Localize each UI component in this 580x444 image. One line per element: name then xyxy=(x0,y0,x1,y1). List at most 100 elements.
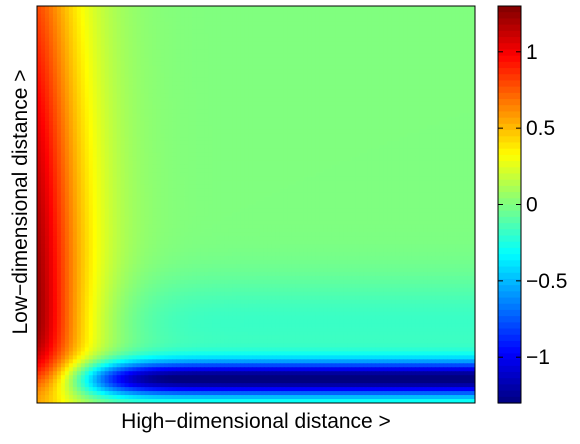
heatmap-cell xyxy=(236,33,241,39)
heatmap-cell xyxy=(471,37,475,43)
heatmap-cell xyxy=(244,69,249,75)
heatmap-cell xyxy=(347,117,353,122)
heatmap-cell xyxy=(287,17,293,23)
heatmap-cell xyxy=(391,57,396,63)
heatmap-cell xyxy=(216,180,221,186)
heatmap-cell xyxy=(271,57,277,63)
heatmap-cell xyxy=(116,17,122,23)
heatmap-cell xyxy=(56,148,62,154)
heatmap-cell xyxy=(447,101,452,106)
heatmap-cell xyxy=(152,133,158,138)
heatmap-cell xyxy=(236,9,241,15)
heatmap-cell xyxy=(287,6,293,11)
heatmap-cell xyxy=(351,53,357,59)
heatmap-cell xyxy=(447,9,452,15)
heatmap-cell xyxy=(64,21,70,27)
heatmap-cell xyxy=(188,93,193,98)
heatmap-cell xyxy=(180,125,185,130)
heatmap-cell xyxy=(152,160,158,166)
heatmap-cell xyxy=(200,117,205,122)
heatmap-cell xyxy=(387,13,392,19)
heatmap-cell xyxy=(399,180,404,186)
heatmap-cell xyxy=(319,33,325,39)
heatmap-cell xyxy=(303,117,309,122)
heatmap-cell xyxy=(128,129,134,134)
heatmap-cell xyxy=(40,41,46,47)
heatmap-cell xyxy=(339,21,345,27)
heatmap-cell xyxy=(228,148,233,154)
heatmap-cell xyxy=(88,101,94,106)
heatmap-cell xyxy=(136,180,142,186)
heatmap-cell xyxy=(271,21,277,27)
heatmap-cell xyxy=(120,180,126,186)
heatmap-cell xyxy=(192,152,197,158)
heatmap-cell xyxy=(100,97,106,102)
heatmap-cell xyxy=(363,97,369,102)
heatmap-cell xyxy=(172,45,177,51)
heatmap-cell xyxy=(387,121,392,126)
heatmap-cell xyxy=(40,81,46,86)
heatmap-cell xyxy=(152,65,158,71)
heatmap-cell xyxy=(451,9,456,15)
heatmap-cell xyxy=(100,172,106,178)
heatmap-cell xyxy=(327,77,333,83)
heatmap-cell xyxy=(303,97,309,102)
heatmap-cell xyxy=(120,33,126,39)
heatmap-cell xyxy=(236,81,241,86)
heatmap-cell xyxy=(120,77,126,83)
heatmap-cell xyxy=(248,160,253,166)
heatmap-cell xyxy=(447,61,452,67)
heatmap-cell xyxy=(271,77,277,83)
heatmap-cell xyxy=(232,137,237,142)
heatmap-cell xyxy=(459,97,464,102)
heatmap-cell xyxy=(451,168,456,174)
heatmap-cell xyxy=(471,61,475,67)
heatmap-cell xyxy=(232,168,237,174)
heatmap-cell xyxy=(184,97,189,102)
heatmap-cell xyxy=(303,37,309,43)
heatmap-cell xyxy=(347,121,353,126)
heatmap-cell xyxy=(60,69,66,75)
heatmap-cell xyxy=(164,137,169,142)
heatmap-cell xyxy=(343,61,349,67)
heatmap-cell xyxy=(399,17,404,23)
heatmap-cell xyxy=(140,89,146,94)
heatmap-cell xyxy=(407,97,412,102)
heatmap-cell xyxy=(180,160,185,166)
heatmap-cell xyxy=(140,41,146,47)
heatmap-cell xyxy=(248,121,253,126)
heatmap-cell xyxy=(96,172,102,178)
heatmap-cell xyxy=(144,57,150,63)
heatmap-cell xyxy=(399,73,404,79)
heatmap-cell xyxy=(287,133,293,138)
heatmap-cell xyxy=(431,113,436,118)
heatmap-cell xyxy=(196,13,201,19)
heatmap-cell xyxy=(96,97,102,102)
heatmap-cell xyxy=(371,101,377,106)
heatmap-cell xyxy=(72,6,78,11)
heatmap-cell xyxy=(84,25,90,31)
heatmap-cell xyxy=(188,184,193,190)
heatmap-cell xyxy=(323,148,329,154)
heatmap-cell xyxy=(447,13,452,19)
heatmap-cell xyxy=(160,184,166,190)
heatmap-cell xyxy=(228,73,233,79)
heatmap-cell xyxy=(68,65,74,71)
heatmap-cell xyxy=(415,57,420,63)
heatmap-cell xyxy=(132,109,138,114)
heatmap-cell xyxy=(212,21,217,27)
heatmap-cell xyxy=(148,53,154,59)
heatmap-cell xyxy=(427,148,432,154)
heatmap-cell xyxy=(104,180,110,186)
heatmap-cell xyxy=(455,93,460,98)
heatmap-cell xyxy=(168,81,173,86)
heatmap-cell xyxy=(411,125,416,130)
heatmap-cell xyxy=(200,17,205,23)
heatmap-cell xyxy=(224,172,229,178)
heatmap-cell xyxy=(295,73,301,79)
heatmap-cell xyxy=(299,140,305,146)
heatmap-cell xyxy=(240,180,245,186)
heatmap-cell xyxy=(64,101,70,106)
heatmap-cell xyxy=(132,97,138,102)
heatmap-cell xyxy=(220,29,225,35)
